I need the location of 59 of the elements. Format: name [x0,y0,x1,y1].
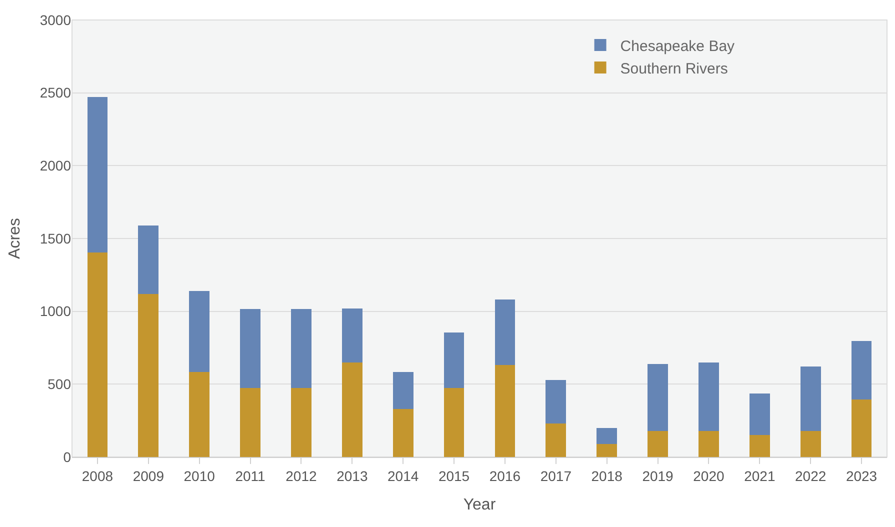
bar [851,399,872,457]
y-axis-title: Acres [6,218,24,259]
x-tick-label: 2014 [388,468,419,484]
y-tick-label: 2000 [40,158,72,174]
bar [240,388,260,457]
bar [291,309,312,388]
bar [698,430,719,457]
bar [546,380,566,424]
x-axis-title: Year [463,496,496,514]
y-tick-label: 500 [48,376,72,392]
x-tick-label: 2023 [846,468,878,484]
bar [648,430,668,457]
y-tick-label: 1500 [40,230,72,246]
bar [189,372,210,457]
x-tick-label: 2009 [132,468,164,484]
x-tick-label: 2016 [489,468,521,484]
y-tick-label: 1000 [40,303,72,320]
bar [240,309,260,388]
bar [749,394,770,436]
x-tick-label: 2008 [82,468,114,484]
bar [800,366,821,431]
bar [392,408,414,457]
x-tick-label: 2020 [693,468,724,484]
bar [494,300,516,366]
bar [87,252,108,457]
x-tick-label: 2010 [184,468,216,484]
bar [342,308,362,362]
x-tick-label: 2022 [795,468,826,484]
bar [596,444,618,457]
bar [291,388,312,457]
bar [749,435,770,457]
y-tick-label: 2500 [40,84,72,101]
y-tick-label: 3000 [40,12,72,28]
y-tick-label: 0 [63,448,72,465]
bar [546,424,566,457]
x-tick-label: 2015 [438,468,470,484]
x-tick-label: 2012 [286,468,317,484]
bar [648,364,668,431]
x-tick-label: 2011 [235,468,266,484]
bar [800,430,821,457]
bar [392,372,414,409]
bar [138,294,159,457]
bar [444,332,464,388]
x-tick-label: 2017 [540,468,572,484]
bar [138,225,159,294]
bar [698,362,719,431]
legend-label: Southern Rivers [620,60,728,78]
x-tick-label: 2013 [336,468,368,484]
bar [494,365,516,457]
bar [444,388,464,457]
x-tick-label: 2021 [744,468,776,484]
x-tick-label: 2019 [642,468,674,484]
bar [87,97,108,252]
bar [342,362,362,457]
bar [596,428,618,444]
legend-label: Chesapeake Bay [620,38,736,55]
bar [851,341,872,400]
x-tick-label: 2018 [591,468,623,484]
bar [189,290,210,372]
